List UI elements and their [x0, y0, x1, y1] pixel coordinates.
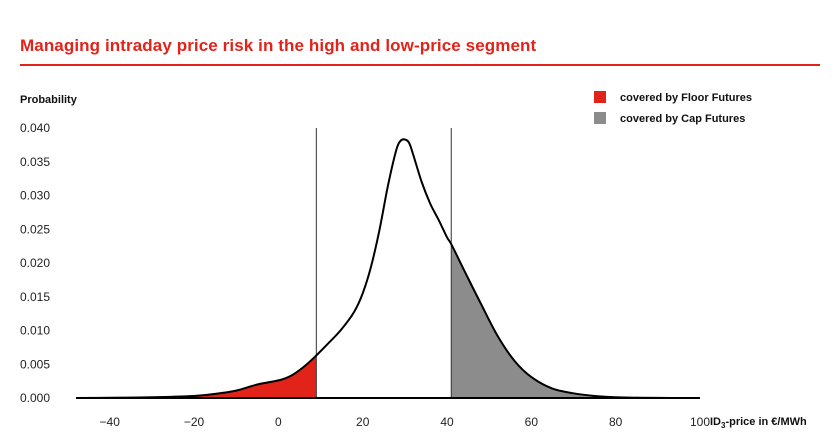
floor-futures-area	[76, 355, 317, 398]
legend-swatch-floor	[594, 91, 606, 103]
y-tick-label: 0.035	[20, 155, 50, 169]
y-tick-label: 0.020	[20, 256, 50, 270]
title-rule	[20, 64, 820, 66]
cap-futures-area	[451, 244, 700, 398]
legend-label-floor: covered by Floor Futures	[620, 92, 752, 104]
x-tick-label: −20	[184, 415, 205, 429]
legend: covered by Floor Futures covered by Cap …	[594, 91, 752, 125]
x-tick-label: 0	[275, 415, 282, 429]
x-axis-label-subscript: 3	[721, 421, 726, 430]
y-tick-label: 0.015	[20, 290, 50, 304]
y-tick-label: 0.000	[20, 391, 50, 405]
x-tick-label: 80	[609, 415, 623, 429]
legend-label-cap: covered by Cap Futures	[620, 113, 745, 125]
x-tick-label: 60	[525, 415, 539, 429]
x-tick-label: 20	[356, 415, 370, 429]
y-tick-label: 0.030	[20, 189, 50, 203]
y-tick-label: 0.005	[20, 357, 50, 371]
x-axis-label: ID3-price in €/MWh	[710, 416, 807, 430]
x-axis-label-rest: -price in €/MWh	[725, 416, 807, 428]
legend-swatch-cap	[594, 112, 606, 124]
x-tick-label: 40	[440, 415, 454, 429]
chart-title: Managing intraday price risk in the high…	[20, 36, 537, 55]
x-tick-label: −40	[100, 415, 121, 429]
x-tick-label: 100	[690, 415, 710, 429]
density-curve	[75, 138, 701, 399]
y-axis-label: Probability	[20, 94, 78, 106]
y-tick-label: 0.025	[20, 222, 50, 236]
x-axis-label-main: ID	[710, 416, 721, 428]
y-tick-label: 0.040	[20, 121, 50, 135]
y-tick-label: 0.010	[20, 324, 50, 338]
